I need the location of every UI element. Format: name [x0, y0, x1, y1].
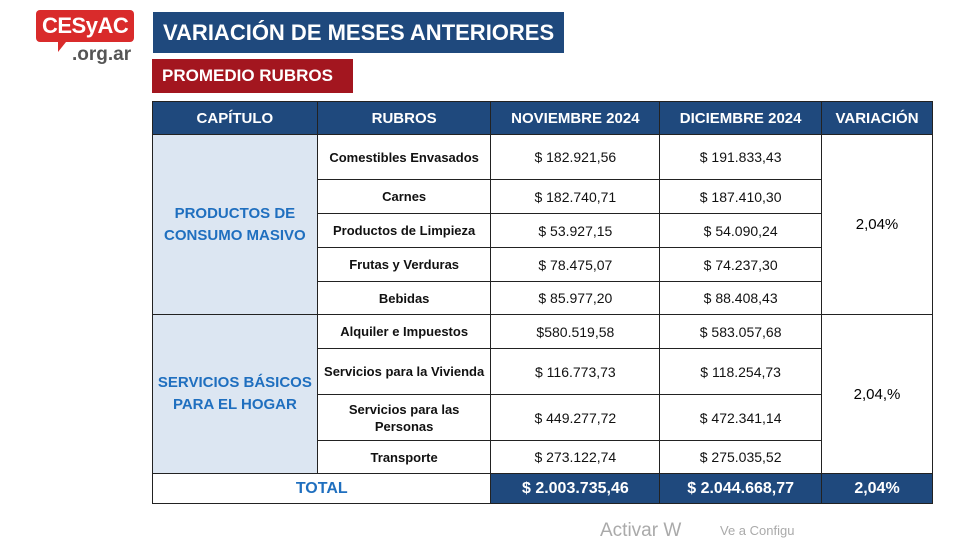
nov-value-cell: $ 53.927,15 [490, 213, 661, 248]
total-variation: 2,04% [821, 473, 933, 504]
nov-value-cell: $580.519,58 [490, 314, 661, 349]
table-row: Transporte $ 273.122,74 $ 275.035,52 [153, 440, 933, 474]
dic-value-cell: $ 74.237,30 [659, 247, 823, 282]
table-header-row: CAPÍTULO RUBROS NOVIEMBRE 2024 DICIEMBRE… [152, 101, 933, 135]
nov-value-cell: $ 449.277,72 [490, 394, 661, 441]
activation-watermark-sub: Ve a Configu [720, 523, 795, 538]
nov-value-cell: $ 78.475,07 [490, 247, 661, 282]
nov-value-cell: $ 182.921,56 [490, 134, 661, 180]
page-title: VARIACIÓN DE MESES ANTERIORES [153, 12, 564, 53]
dic-value-cell: $ 118.254,73 [659, 348, 823, 395]
variation-cell: 2,04% [821, 134, 933, 315]
dic-value-cell: $ 583.057,68 [659, 314, 823, 349]
table-row: Productos de Limpieza $ 53.927,15 $ 54.090… [153, 213, 933, 248]
page-subtitle: PROMEDIO RUBROS [152, 59, 353, 93]
rubro-cell: Servicios para la Vivienda [316, 348, 492, 395]
rubro-cell: Servicios para las Personas [316, 394, 492, 441]
rubro-cell: Transporte [316, 440, 492, 474]
dic-value-cell: $ 472.341,14 [659, 394, 823, 441]
nov-value-cell: $ 273.122,74 [490, 440, 661, 474]
activation-watermark: Activar W [600, 520, 682, 541]
header-noviembre: NOVIEMBRE 2024 [490, 101, 661, 135]
table-row: Frutas y Verduras $ 78.475,07 $ 74.237,30 [153, 247, 933, 282]
chapter-cell: SERVICIOS BÁSICOS PARA EL HOGAR [152, 314, 318, 474]
nov-value-cell: $ 182.740,71 [490, 179, 661, 214]
table-row: Bebidas $ 85.977,20 $ 88.408,43 [153, 281, 933, 315]
chapter-cell: PRODUCTOS DE CONSUMO MASIVO [152, 134, 318, 315]
total-row: TOTAL $ 2.003.735,46 $ 2.044.668,77 2,04… [151, 473, 933, 504]
table-row: Servicios para la Vivienda $ 116.773,73 $ … [153, 348, 933, 395]
nov-value-cell: $ 85.977,20 [490, 281, 661, 315]
rubro-cell: Carnes [316, 179, 492, 214]
rubro-cell: Alquiler e Impuestos [316, 314, 492, 349]
dic-value-cell: $ 275.035,52 [659, 440, 823, 474]
speech-bubble-tail-icon [58, 42, 66, 52]
header-diciembre: DICIEMBRE 2024 [659, 101, 823, 135]
rubro-cell: Comestibles Envasados [316, 134, 492, 180]
variation-table: CAPÍTULO RUBROS NOVIEMBRE 2024 DICIEMBRE… [151, 101, 933, 504]
dic-value-cell: $ 191.833,43 [659, 134, 823, 180]
logo-domain: .org.ar [72, 44, 132, 65]
table-row: Carnes $ 182.740,71 $ 187.410,30 [153, 179, 933, 214]
total-nov: $ 2.003.735,46 [490, 473, 661, 504]
table-row: PRODUCTOS DE CONSUMO MASIVO Comestibles E… [152, 134, 933, 315]
cesyac-logo: CESyAC [36, 10, 135, 52]
table-row: Servicios para las Personas $ 449.277,72 $… [153, 394, 933, 441]
dic-value-cell: $ 187.410,30 [659, 179, 823, 214]
header-variacion: VARIACIÓN [821, 101, 933, 135]
variation-cell: 2,04,% [821, 314, 933, 474]
header-rubros: RUBROS [316, 101, 492, 135]
rubro-cell: Frutas y Verduras [316, 247, 492, 282]
total-label: TOTAL [151, 473, 492, 504]
rubro-cell: Bebidas [316, 281, 492, 315]
rubro-cell: Productos de Limpieza [316, 213, 492, 248]
logo-text: CESyAC [36, 10, 135, 42]
header-capitulo: CAPÍTULO [152, 101, 318, 135]
total-dic: $ 2.044.668,77 [659, 473, 823, 504]
nov-value-cell: $ 116.773,73 [490, 348, 661, 395]
table-row: SERVICIOS BÁSICOS PARA EL HOGAR Alquiler … [152, 314, 933, 474]
dic-value-cell: $ 88.408,43 [659, 281, 823, 315]
dic-value-cell: $ 54.090,24 [659, 213, 823, 248]
